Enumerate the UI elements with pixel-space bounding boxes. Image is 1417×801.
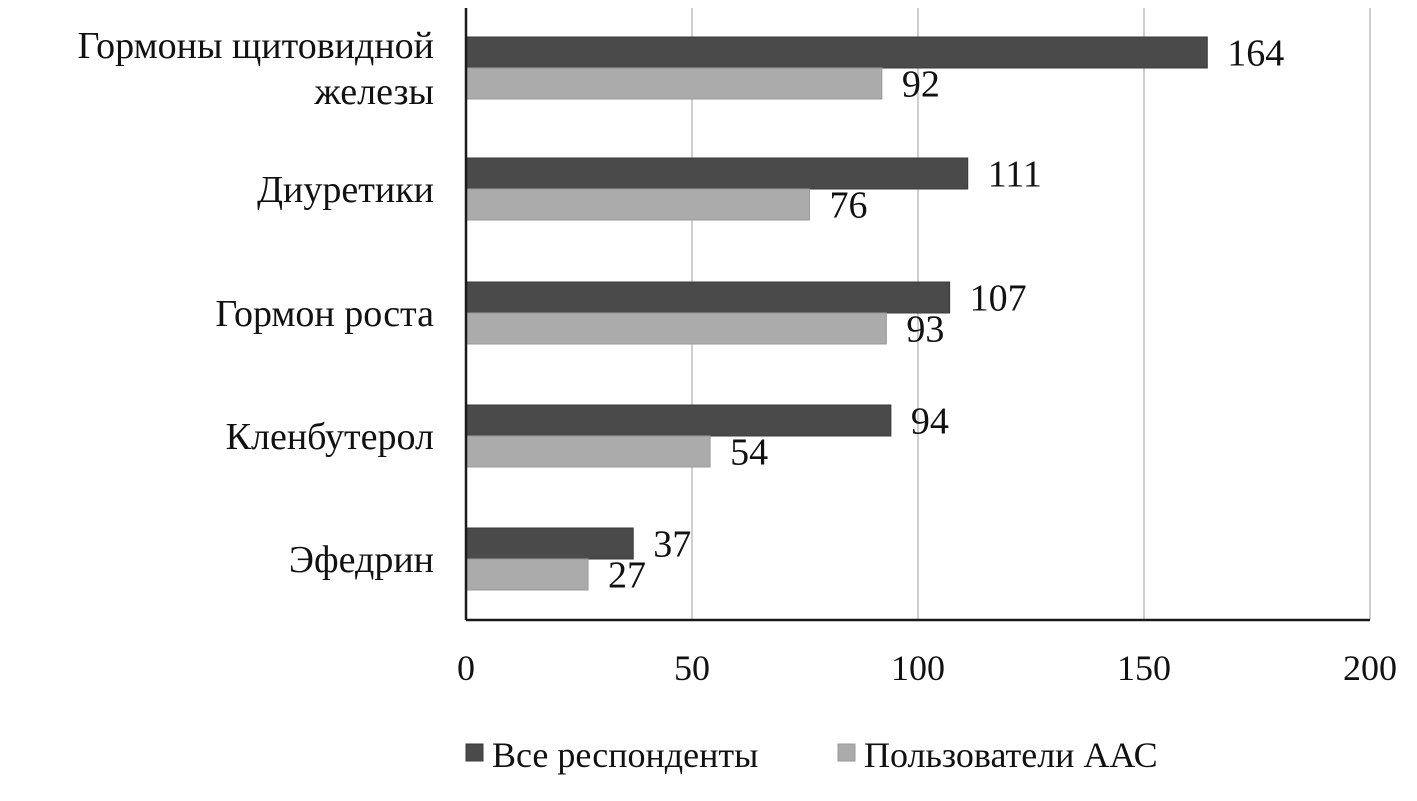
x-tick-label: 150 [1117, 648, 1171, 688]
legend-label: Пользователи ААС [864, 735, 1158, 775]
bar-all-respondents-1 [465, 157, 969, 190]
category-label: Кленбутерол [226, 416, 434, 458]
data-label: 37 [653, 524, 691, 566]
bar-aas-users-1 [465, 188, 811, 221]
bar-aas-users-3 [465, 435, 711, 468]
data-label: 107 [970, 278, 1027, 320]
x-tick-label: 200 [1343, 648, 1397, 688]
bar-all-respondents-0 [465, 36, 1208, 69]
legend: Все респонденты Пользователи ААС [465, 735, 1158, 775]
bar-aas-users-4 [465, 558, 589, 591]
category-label: Гормон роста [215, 293, 434, 335]
axes [464, 8, 1370, 622]
category-label: Эфедрин [289, 539, 434, 581]
legend-swatch [465, 743, 484, 762]
data-label: 27 [608, 555, 646, 597]
bar-all-respondents-4 [465, 527, 634, 560]
x-tick-label: 100 [891, 648, 945, 688]
labels: 0 50 100 150 200 164 92 Гормоны щитовиднойжелез… [78, 25, 1397, 688]
data-label: 93 [906, 309, 944, 351]
category-label: Диуретики [257, 169, 434, 211]
bar-all-respondents-2 [465, 281, 951, 314]
category-label: железы [314, 71, 434, 113]
data-label: 94 [911, 401, 949, 443]
data-label: 92 [902, 64, 940, 106]
x-tick-label: 50 [674, 648, 710, 688]
category-label: Гормоны щитовидной [78, 25, 434, 67]
data-label: 76 [830, 185, 868, 227]
legend-swatch [837, 743, 856, 762]
bar-all-respondents-3 [465, 404, 892, 437]
bars [465, 36, 1208, 591]
x-tick-label: 0 [457, 648, 475, 688]
data-label: 54 [730, 432, 768, 474]
legend-label: Все респонденты [492, 735, 758, 775]
bar-aas-users-2 [465, 312, 887, 345]
data-label: 111 [988, 154, 1042, 196]
data-label: 164 [1227, 33, 1284, 75]
bar-aas-users-0 [465, 67, 883, 100]
